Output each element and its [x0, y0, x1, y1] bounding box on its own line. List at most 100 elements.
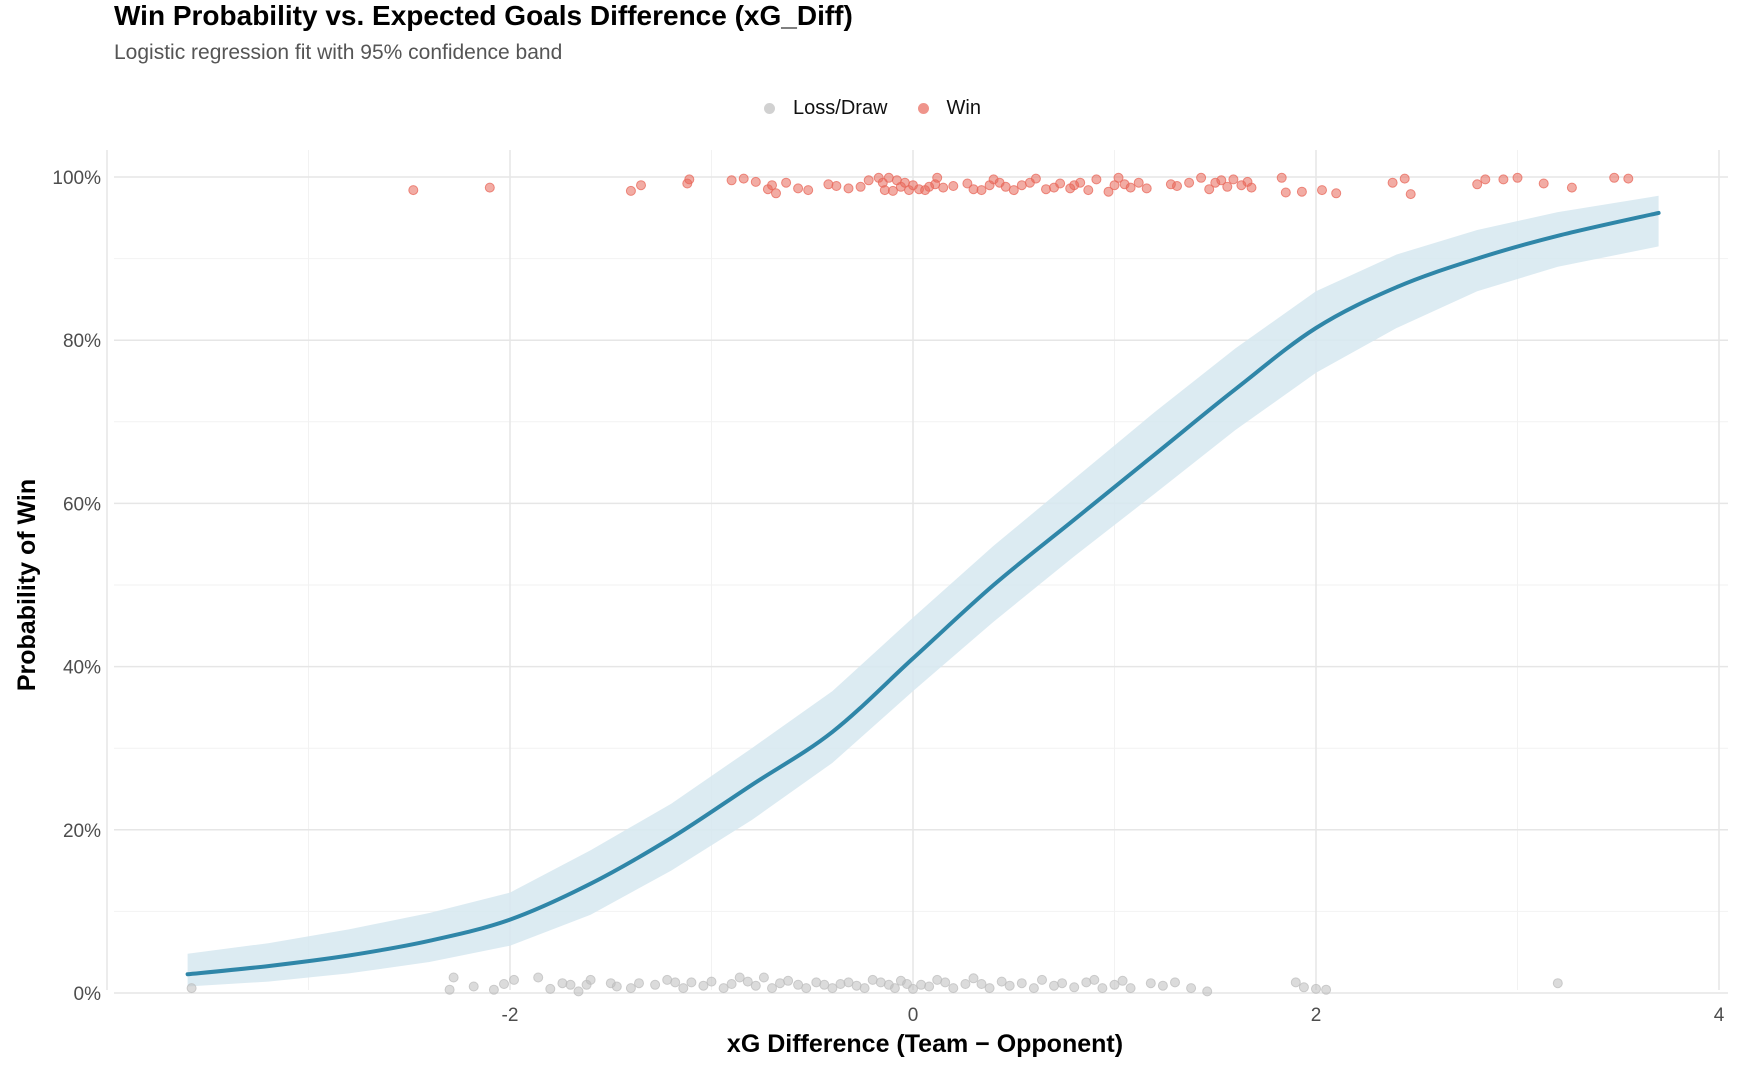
- win-point: [1030, 173, 1041, 184]
- x-tick-label: 2: [1311, 1005, 1322, 1026]
- loss-draw-point: [1157, 980, 1168, 991]
- win-point: [1113, 172, 1124, 183]
- loss-draw-point: [750, 980, 761, 991]
- win-point: [887, 185, 898, 196]
- win-point: [1055, 178, 1066, 189]
- loss-draw-point: [1186, 983, 1197, 994]
- legend-label-loss-draw: Loss/Draw: [793, 97, 888, 119]
- loss-draw-point: [1109, 979, 1120, 990]
- win-point: [1472, 179, 1483, 190]
- win-point: [1103, 186, 1114, 197]
- loss-draw-point: [1069, 982, 1080, 993]
- loss-draw-point: [186, 983, 197, 994]
- loss-draw-point: [698, 980, 709, 991]
- loss-draw-point: [468, 981, 479, 992]
- loss-draw-point: [545, 983, 556, 994]
- win-point: [1216, 175, 1227, 186]
- loss-draw-point: [767, 983, 777, 994]
- loss-draw-point: [565, 979, 576, 990]
- win-point: [1609, 172, 1620, 183]
- win-point: [767, 180, 777, 191]
- win-point: [803, 185, 814, 196]
- loss-draw-point: [924, 981, 935, 992]
- confidence-band-layer: [187, 195, 1659, 987]
- win-point: [750, 176, 761, 187]
- loss-draw-point: [448, 972, 459, 983]
- loss-draw-point: [835, 979, 846, 989]
- loss-draw-point: [1170, 977, 1180, 988]
- legend-marker-loss-draw: [764, 103, 776, 114]
- loss-draw-point: [1145, 978, 1156, 989]
- loss-draw-point: [968, 973, 979, 984]
- win-point: [1480, 174, 1491, 185]
- fit-curve: [185, 210, 1661, 977]
- win-point: [962, 178, 973, 189]
- win-point: [1141, 183, 1152, 194]
- win-point: [484, 182, 495, 193]
- loss-draw-point: [827, 983, 838, 994]
- loss-draw-point: [686, 977, 697, 988]
- loss-draw-point: [678, 983, 689, 994]
- win-point: [1331, 188, 1342, 199]
- win-point: [1228, 174, 1239, 185]
- loss-draw-point: [585, 974, 596, 985]
- loss-draw-point: [734, 972, 745, 983]
- chart-subtitle: Logistic regression fit with 95% confide…: [114, 41, 563, 64]
- loss-draw-point: [1202, 986, 1213, 997]
- win-point: [863, 175, 874, 186]
- win-point: [1196, 172, 1207, 183]
- loss-draw-point: [976, 979, 987, 989]
- tick-label-layer: -2 0 2 40%20%40%60%80%100%: [52, 168, 1724, 1026]
- loss-draw-point: [1552, 978, 1563, 989]
- win-point: [738, 173, 749, 184]
- win-point: [1133, 177, 1144, 188]
- win-point: [1083, 185, 1094, 196]
- win-point: [636, 180, 646, 191]
- win-point: [1296, 186, 1307, 197]
- points-layer: [186, 172, 1634, 997]
- loss-draw-point: [611, 981, 622, 992]
- loss-draw-point: [706, 976, 717, 987]
- loss-draw-point: [859, 983, 870, 994]
- legend-marker-win: [917, 103, 929, 114]
- y-tick-label: 100%: [52, 168, 101, 189]
- win-point: [1387, 177, 1398, 188]
- legend-label-win: Win: [946, 97, 981, 119]
- loss-draw-point: [783, 975, 794, 986]
- loss-draw-point: [1321, 984, 1332, 995]
- win-point: [1317, 185, 1327, 196]
- loss-draw-point: [509, 974, 519, 985]
- loss-draw-point: [996, 976, 1007, 987]
- win-point: [1623, 173, 1634, 184]
- loss-draw-point: [1117, 975, 1128, 986]
- loss-draw-point: [499, 979, 509, 989]
- win-point: [1405, 189, 1416, 200]
- win-point: [938, 182, 949, 193]
- win-point: [976, 185, 987, 196]
- win-point: [1276, 172, 1287, 183]
- win-point: [855, 181, 866, 192]
- win-point: [1184, 177, 1195, 188]
- loss-draw-point: [1028, 983, 1039, 994]
- loss-draw-point: [1037, 974, 1047, 985]
- win-point: [1125, 182, 1136, 193]
- win-point: [1498, 174, 1509, 185]
- win-point: [831, 181, 842, 191]
- x-axis-title: xG Difference (Team − Opponent): [727, 1030, 1123, 1058]
- loss-draw-point: [670, 977, 681, 988]
- loss-draw-point: [533, 972, 544, 983]
- win-point: [1075, 177, 1086, 188]
- loss-draw-point: [742, 976, 753, 987]
- y-tick-label: 20%: [63, 821, 101, 842]
- y-tick-label: 80%: [63, 331, 101, 352]
- loss-draw-point: [1097, 983, 1108, 994]
- loss-draw-point: [726, 979, 737, 989]
- win-point: [1566, 182, 1577, 193]
- loss-draw-point: [625, 983, 636, 994]
- win-point: [684, 174, 695, 185]
- win-point: [932, 172, 943, 183]
- loss-draw-point: [1125, 983, 1136, 994]
- loss-draw-point: [650, 979, 661, 990]
- win-point: [781, 177, 792, 188]
